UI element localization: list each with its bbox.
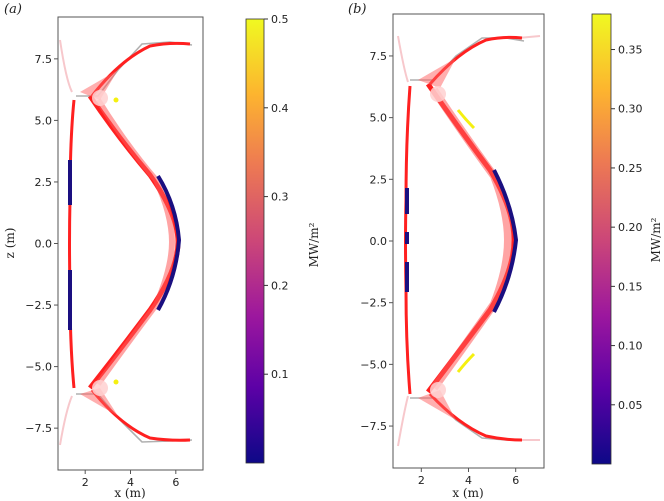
panel-b-y-tick-label: 7.5 (370, 50, 388, 63)
panel-b-x-tick-label: 2 (418, 474, 425, 487)
panel-a-lower-leg-fan (80, 388, 118, 416)
panel-b-colorbar: 0.05 0.10 0.15 0.20 0.25 0.30 0.35 MW/m² (591, 13, 663, 465)
panel-b-x-tick-label: 6 (512, 474, 519, 487)
panel-b-separatrix-band (425, 82, 517, 394)
panel-a-x-axis-label: x (m) (114, 486, 145, 500)
panel-b-colorbar-tick-label: 0.20 (618, 221, 643, 234)
panel-b-colorbar-bar (591, 13, 612, 465)
panel-a-y-axis-label: z (m) (3, 228, 17, 259)
panel-a-colorbar-ticks: 0.1 0.2 0.3 0.4 0.5 (264, 13, 289, 381)
panel-a-y-tick-label: −5.0 (25, 361, 52, 374)
panel-a-colorbar-tick-label: 0.5 (271, 13, 289, 26)
panel-a-y-ticks: 7.5 5.0 2.5 0.0 −2.5 −5.0 −7.5 (25, 53, 58, 435)
panel-a-y-tick-label: 0.0 (35, 238, 53, 251)
panel-b-leg-pink (397, 35, 541, 447)
panel-b-lower-leg-fan (418, 390, 456, 420)
panel-a-lower-xpoint (92, 380, 108, 396)
panel-b-colorbar-label: MW/m² (649, 217, 663, 262)
panel-a: (a) 7.55.02.50.0−2. (3, 2, 321, 500)
panel-b-colorbar-tick-label: 0.10 (618, 340, 643, 353)
panel-b-y-tick-label: 2.5 (370, 173, 388, 186)
panel-a-y-tick-label: −2.5 (25, 299, 52, 312)
panel-b-colorbar-ticks: 0.05 0.10 0.15 0.20 0.25 0.30 0.35 (611, 44, 643, 412)
panel-b-plasma-shape (397, 35, 541, 447)
panel-a-y-tick-label: 2.5 (35, 176, 53, 189)
panel-b-x-axis-label: x (m) (452, 486, 483, 500)
panel-b-upper-xpoint (430, 86, 446, 102)
panel-a-colorbar-bar (245, 18, 265, 464)
panel-b-hotspot-upper (456, 109, 476, 130)
panel-a-separatrix-band (87, 94, 181, 390)
panel-a-axes-frame (57, 16, 204, 471)
panel-a-x-tick-label: 2 (82, 476, 89, 489)
panel-a-lower-leg (90, 389, 191, 442)
panel-a-x-ticks: 2 4 6 (82, 470, 179, 489)
panel-b-axes-frame (392, 13, 545, 469)
panel-b-colorbar-tick-label: 0.15 (618, 280, 643, 293)
panel-a-label: (a) (4, 2, 22, 17)
panel-a-inner-wall (68, 99, 76, 389)
panel-a-upper-leg-fan (80, 70, 118, 100)
panel-a-colorbar-label: MW/m² (307, 222, 321, 267)
panel-a-x-tick-label: 4 (127, 476, 134, 489)
panel-a-y-tick-label: 7.5 (35, 53, 53, 66)
panel-a-colorbar-tick-label: 0.3 (271, 191, 289, 204)
panel-a-colorbar-tick-label: 0.1 (271, 368, 289, 381)
panel-b-y-ticks: 7.5 5.0 2.5 0.0 −2.5 −5.0 −7.5 (360, 50, 393, 433)
panel-b-x-tick-label: 4 (465, 474, 472, 487)
panel-b-y-tick-label: −5.0 (360, 358, 387, 371)
panel-b-y-tick-label: 5.0 (370, 112, 388, 125)
panel-b: (b) 7.5 5.0 2.5 0.0 −2.5 −5.0 −7.5 2 4 6 x (m) 0… (348, 2, 663, 500)
panel-b-separatrix-band-inner (430, 87, 513, 391)
panel-b-upper-leg-fan (418, 58, 456, 88)
panel-b-y-tick-label: −7.5 (360, 420, 387, 433)
panel-b-colorbar-tick-label: 0.25 (618, 162, 643, 175)
panel-a-colorbar-tick-label: 0.2 (271, 279, 289, 292)
panel-b-hotspot-lower (456, 352, 476, 373)
panel-b-low-flux-outer (492, 169, 519, 313)
panel-b-colorbar-tick-label: 0.35 (618, 44, 643, 57)
panel-a-colorbar-tick-label: 0.4 (271, 102, 289, 115)
panel-a-upper-xpoint (92, 90, 108, 106)
panel-a-colorbar: 0.1 0.2 0.3 0.4 0.5 MW/m² (245, 13, 321, 464)
panel-a-y-tick-label: 5.0 (35, 114, 53, 127)
panel-b-y-tick-label: 0.0 (370, 235, 388, 248)
panel-a-separatrix-band-inner (95, 98, 176, 386)
panel-a-hotspot-upper (113, 97, 119, 103)
panel-b-colorbar-tick-label: 0.05 (618, 399, 643, 412)
panel-a-low-flux-outer (156, 174, 182, 311)
panel-b-label: (b) (348, 2, 366, 17)
panel-b-colorbar-tick-label: 0.30 (618, 103, 643, 116)
panel-a-y-tick-label: −7.5 (25, 422, 52, 435)
panel-a-hotspot-lower (113, 379, 119, 385)
panel-b-y-tick-label: −2.5 (360, 297, 387, 310)
panel-a-x-tick-label: 6 (172, 476, 179, 489)
panel-a-plasma-shape (59, 39, 193, 446)
panel-a-leg-pink (59, 39, 73, 446)
panel-b-lower-xpoint (430, 382, 446, 398)
panel-b-x-ticks: 2 4 6 (418, 468, 519, 487)
